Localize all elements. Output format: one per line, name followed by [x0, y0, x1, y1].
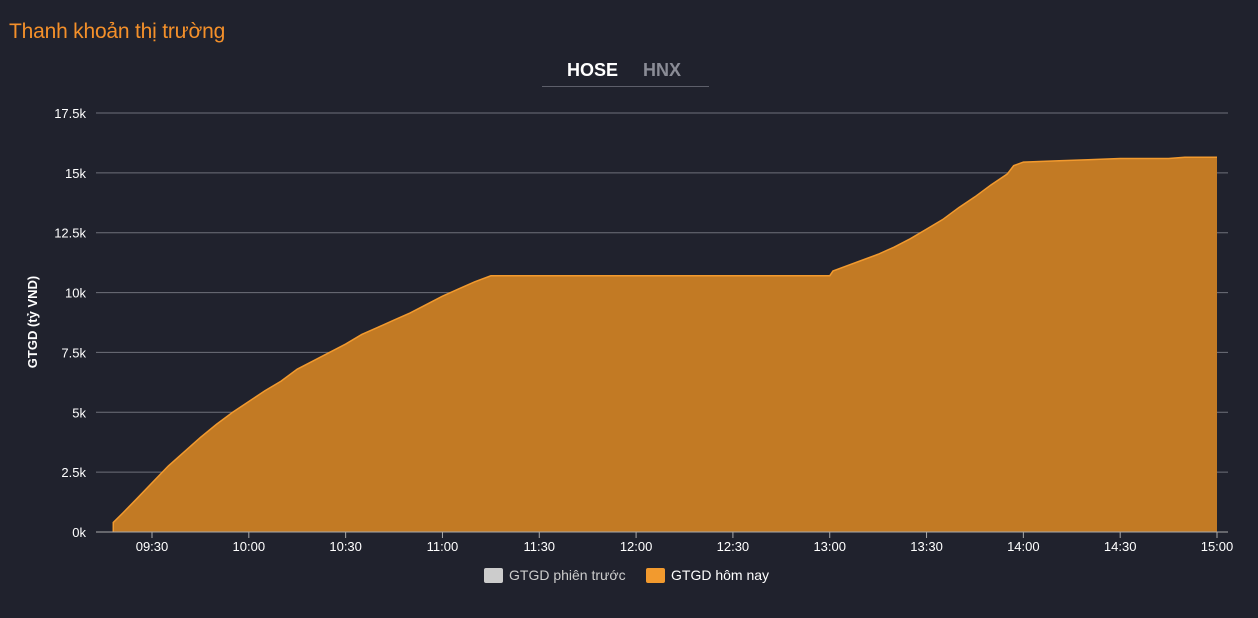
x-tick-label: 13:00 — [813, 539, 846, 554]
y-tick-label: 5k — [72, 405, 86, 420]
y-axis-label: GTGD (tỷ VND) — [25, 276, 40, 368]
y-tick-label: 10k — [65, 286, 86, 301]
x-tick-label: 14:00 — [1007, 539, 1040, 554]
x-tick-label: 09:30 — [136, 539, 169, 554]
area-series-today — [112, 156, 1218, 532]
x-tick-label: 11:30 — [523, 539, 555, 554]
y-tick-label: 17.5k — [54, 106, 86, 121]
y-tick-label: 15k — [65, 166, 86, 181]
x-tick-label: 14:30 — [1104, 539, 1137, 554]
liquidity-chart: 0k 2.5k 5k 7.5k 10k 12.5k 15k 17.5k 09:30 10:00 10… — [25, 106, 1233, 554]
y-tick-label: 12.5k — [54, 226, 86, 241]
x-tick-label: 15:00 — [1201, 539, 1234, 554]
legend-label-today: GTGD hôm nay — [671, 567, 770, 583]
x-tick-label: 10:00 — [233, 539, 266, 554]
y-tick-label: 0k — [72, 525, 86, 540]
area-fill-today — [113, 157, 1218, 532]
x-tick-label: 12:30 — [717, 539, 750, 554]
x-tick-label: 12:00 — [620, 539, 653, 554]
x-tick-label: 10:30 — [329, 539, 362, 554]
x-tick-label: 13:30 — [910, 539, 943, 554]
chart-legend: GTGD phiên trước GTGD hôm nay — [0, 567, 1258, 587]
legend-item-previous-session[interactable]: GTGD phiên trước — [484, 567, 626, 583]
x-tick-label: 11:00 — [427, 539, 459, 554]
y-tick-label: 7.5k — [61, 345, 86, 360]
exchange-tabs: HOSE HNX — [542, 58, 709, 87]
tab-hose[interactable]: HOSE — [567, 60, 619, 80]
legend-swatch-today — [646, 567, 665, 583]
chart-title: Thanh khoản thị trường — [9, 20, 226, 43]
legend-label-previous: GTGD phiên trước — [509, 567, 626, 583]
tab-hnx[interactable]: HNX — [643, 60, 682, 80]
y-tick-label: 2.5k — [61, 465, 86, 480]
legend-item-today[interactable]: GTGD hôm nay — [646, 567, 769, 583]
area-line-today — [112, 156, 1217, 532]
axes: 0k 2.5k 5k 7.5k 10k 12.5k 15k 17.5k 09:30 10:00 10… — [54, 106, 1233, 554]
legend-swatch-previous — [484, 567, 503, 583]
